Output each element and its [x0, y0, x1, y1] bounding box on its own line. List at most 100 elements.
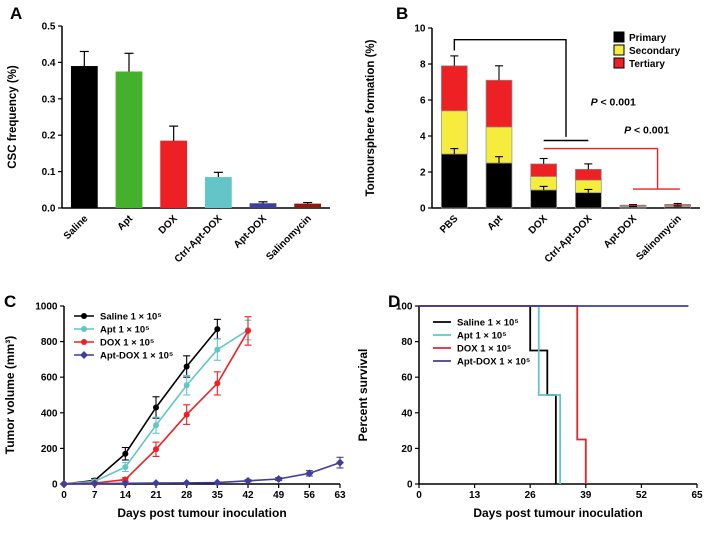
- legend-label: DOX 1 × 10⁵: [100, 338, 154, 349]
- panel-c-chart: 0 200 400 600 800 1000 0 7 14 21 28 35 42 49 56 63 Salin…: [3, 302, 346, 521]
- y-tick-label: 0.5: [42, 22, 56, 33]
- x-category-label: DOX: [527, 213, 550, 236]
- y-tick-label: 200: [41, 444, 58, 455]
- legend-label: Apt 1 × 10⁵: [457, 331, 507, 342]
- panel-label-b: B: [396, 4, 409, 23]
- y-axis-label: CSC frequency (%): [7, 65, 19, 169]
- y-tick-label: 400: [41, 408, 58, 419]
- y-tick-label: 40: [401, 408, 413, 419]
- bar-group-Saline: Saline: [62, 50, 98, 242]
- bar: [115, 71, 143, 208]
- legend-swatch-Primary: [613, 31, 625, 43]
- significance-bracket: [543, 147, 659, 190]
- x-tick-label: 42: [242, 490, 254, 501]
- x-tick-label: 28: [181, 490, 193, 501]
- legend-label: Saline 1 × 10⁵: [100, 312, 162, 323]
- y-tick-label: 60: [401, 373, 413, 384]
- stack-Ctrl-Apt-DOX: [575, 163, 602, 209]
- significance-bracket: [453, 39, 567, 137]
- x-tick-label: 52: [636, 490, 648, 501]
- legend-label: Saline 1 × 10⁵: [457, 318, 519, 329]
- panel-a-chart: 0.0 0.1 0.2 0.3 0.4 0.5 Saline Apt DOXCtrl-Apt-D…: [7, 22, 330, 265]
- stack-segment: [485, 162, 513, 209]
- x-category-label: Apt: [486, 213, 506, 233]
- legend-label: Tertiary: [629, 59, 665, 70]
- bar-group-Apt: Apt: [115, 52, 143, 233]
- y-tick-label: 0.3: [42, 94, 56, 105]
- x-tick-label: 13: [469, 490, 481, 501]
- x-tick-label: 21: [150, 490, 162, 501]
- bar: [249, 203, 277, 208]
- panel-label-c: C: [4, 292, 17, 311]
- bar-group-Salinomycin: Salinomycin: [264, 201, 322, 263]
- legend-label: DOX 1 × 10⁵: [457, 344, 511, 355]
- y-tick-label: 2: [420, 168, 426, 179]
- panel-label-a: A: [10, 4, 23, 23]
- x-tick-label: 0: [61, 490, 67, 501]
- legend-swatch-Tertiary: [613, 57, 625, 69]
- legend-label: Apt-DOX 1 × 10⁵: [457, 357, 530, 368]
- stack-segment: [530, 189, 557, 209]
- x-tick-label: 49: [273, 490, 285, 501]
- y-tick-label: 0.0: [42, 204, 56, 215]
- legend-label: Apt 1 × 10⁵: [100, 325, 150, 336]
- stack-DOX: [530, 157, 557, 209]
- significance-label: P < 0.001: [591, 96, 636, 108]
- stack-segment: [441, 153, 468, 209]
- bar: [204, 177, 232, 208]
- y-tick-label: 800: [41, 337, 58, 348]
- x-category-label: Salinomycin: [634, 213, 683, 262]
- x-category-label: Apt-DOX: [232, 213, 269, 250]
- significance-label: P < 0.001: [624, 124, 669, 136]
- x-category-label: Ctrl-Apt-DOX: [173, 213, 225, 265]
- x-category-label: Saline: [62, 213, 91, 242]
- y-tick-label: 80: [401, 337, 413, 348]
- x-category-label: DOX: [157, 213, 180, 236]
- y-tick-label: 0.2: [42, 131, 56, 142]
- x-tick-label: 35: [212, 490, 224, 501]
- stack-Salinomycin: [664, 202, 691, 209]
- panel-d-chart: 0 20 40 60 80 100 0 13 26 39 52 65 Saline 1 × 10⁵ Apt…: [356, 302, 703, 521]
- x-category-label: Apt-DOX: [602, 213, 639, 250]
- x-tick-label: 14: [120, 490, 132, 501]
- x-tick-label: 7: [92, 490, 98, 501]
- y-tick-label: 4: [420, 132, 426, 143]
- y-axis-label: Tumor volume (mm³): [3, 336, 17, 454]
- x-tick-label: 26: [525, 490, 537, 501]
- bar-group-Apt-DOX: Apt-DOX: [232, 201, 277, 251]
- y-axis-label: Tomoursphere formation (%): [365, 39, 377, 196]
- x-category-label: Ctrl-Apt-DOX: [543, 213, 595, 265]
- stack-Apt: [485, 65, 513, 209]
- x-category-label: Salinomycin: [264, 213, 313, 262]
- y-tick-label: 100: [396, 302, 413, 313]
- legend-swatch-Secondary: [613, 44, 625, 56]
- x-category-label: Apt: [116, 213, 136, 233]
- x-tick-label: 65: [691, 490, 703, 501]
- stack-Apt-DOX: [619, 204, 647, 209]
- y-tick-label: 600: [41, 373, 58, 384]
- x-tick-label: 0: [416, 490, 422, 501]
- y-tick-label: 6: [420, 96, 426, 107]
- stack-PBS: [441, 55, 468, 209]
- y-tick-label: 0.1: [42, 167, 56, 178]
- bar: [160, 140, 188, 208]
- bar: [294, 203, 322, 208]
- bar: [70, 66, 98, 208]
- y-tick-label: 1000: [35, 302, 58, 313]
- y-tick-label: 20: [401, 444, 413, 455]
- legend-label: Primary: [629, 33, 667, 44]
- y-tick-label: 10: [414, 24, 426, 35]
- x-tick-label: 39: [580, 490, 592, 501]
- legend-label: Apt-DOX 1 × 10⁵: [100, 351, 173, 362]
- x-category-label: PBS: [438, 213, 461, 236]
- x-axis-label: Days post tumour inoculation: [473, 506, 642, 520]
- x-axis-label: Days post tumour inoculation: [117, 506, 286, 520]
- y-tick-label: 0: [52, 480, 58, 491]
- y-tick-label: 0: [407, 480, 413, 491]
- bar-group-DOX: DOX: [157, 125, 188, 236]
- x-tick-label: 56: [304, 490, 316, 501]
- y-axis-label: Percent survival: [356, 349, 370, 442]
- y-tick-label: 0.4: [42, 58, 56, 69]
